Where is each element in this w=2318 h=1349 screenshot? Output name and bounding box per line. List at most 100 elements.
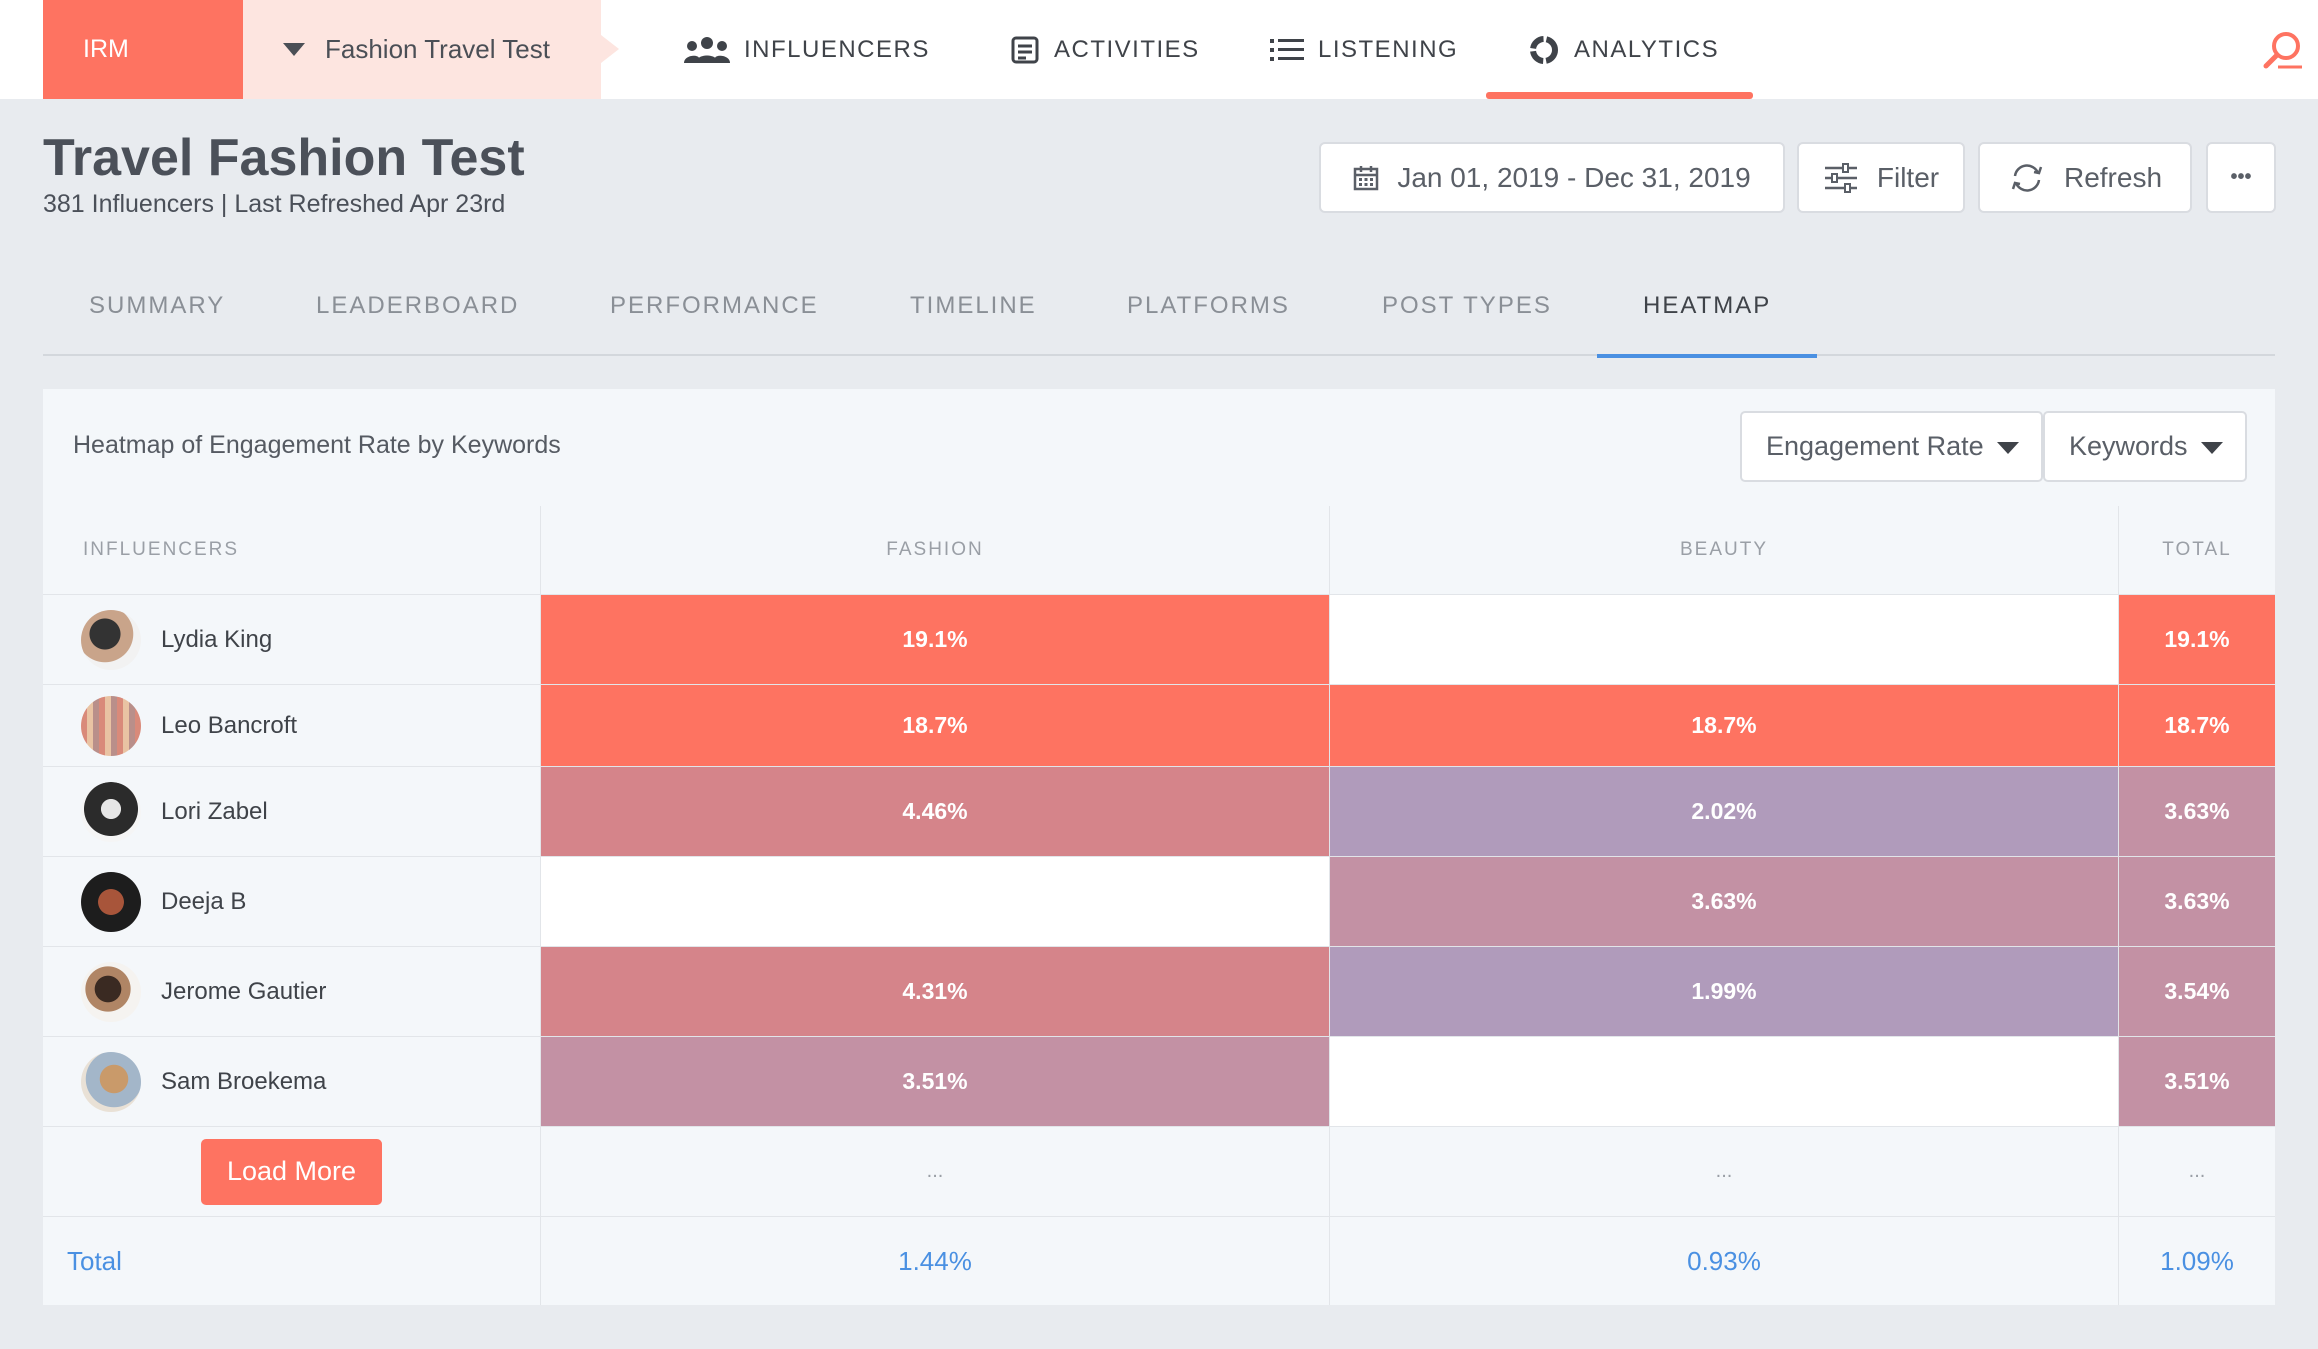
avatar <box>81 1051 141 1112</box>
people-icon <box>684 36 730 63</box>
avatar <box>81 609 141 670</box>
table-header: INFLUENCERS FASHION BEAUTY TOTAL <box>43 506 2275 595</box>
avatar <box>81 695 141 756</box>
table-row: Sam Broekema 3.51% 3.51% <box>43 1037 2275 1127</box>
sliders-icon <box>1824 162 1857 193</box>
totals-row: Total 1.44% 0.93% 1.09% <box>43 1217 2275 1305</box>
tab-platforms[interactable]: PLATFORMS <box>1127 292 1290 319</box>
ellipsis: ... <box>1330 1127 2119 1216</box>
heat-cell-beauty <box>1330 595 2119 684</box>
avatar <box>81 781 141 842</box>
filter-label: Filter <box>1876 161 1940 193</box>
project-name: Fashion Travel Test <box>325 34 550 64</box>
heat-cell-total: 3.54% <box>2119 947 2275 1036</box>
total-fashion: 1.44% <box>541 1217 1330 1305</box>
table-row: Lydia King 19.1% 19.1% <box>43 595 2275 685</box>
caret-down-icon <box>2201 442 2223 454</box>
column-header-fashion[interactable]: FASHION <box>541 506 1330 594</box>
nav-item-influencers[interactable]: INFLUENCERS <box>684 0 930 99</box>
totals-label: Total <box>43 1217 541 1305</box>
heat-cell-fashion <box>541 857 1330 946</box>
filter-button[interactable]: Filter <box>1797 142 1965 213</box>
calendar-icon <box>1354 165 1379 190</box>
heat-cell-total: 19.1% <box>2119 595 2275 684</box>
ellipsis: ... <box>541 1127 1330 1216</box>
heat-cell-fashion: 3.51% <box>541 1037 1330 1126</box>
refresh-button[interactable]: Refresh <box>1978 142 2192 213</box>
table-row: Leo Bancroft 18.7% 18.7% 18.7% <box>43 685 2275 767</box>
influencer-cell[interactable]: Deeja B <box>43 857 541 946</box>
tab-heatmap[interactable]: HEATMAP <box>1596 256 1818 358</box>
nav-item-label: ANALYTICS <box>1574 35 1720 63</box>
more-icon: ••• <box>2230 166 2252 188</box>
page-title: Travel Fashion Test <box>43 129 525 187</box>
nav-item-activities[interactable]: ACTIVITIES <box>1010 0 1200 99</box>
heat-cell-fashion: 18.7% <box>541 685 1330 766</box>
metric-select-value: Engagement Rate <box>1766 431 1984 461</box>
date-range-label: Jan 01, 2019 - Dec 31, 2019 <box>1397 161 1751 193</box>
heat-cell-total: 18.7% <box>2119 685 2275 766</box>
column-header-beauty[interactable]: BEAUTY <box>1330 506 2119 594</box>
refresh-icon <box>2011 163 2043 192</box>
load-more-cell: Load More <box>43 1127 541 1216</box>
avatar <box>81 961 141 1022</box>
heatmap-panel: Heatmap of Engagement Rate by Keywords E… <box>43 389 2275 1305</box>
brand-logo[interactable]: IRM <box>43 0 263 99</box>
dimension-select[interactable]: Keywords <box>2043 411 2247 482</box>
influencer-name: Lydia King <box>161 625 273 653</box>
dimension-select-value: Keywords <box>2069 431 2188 461</box>
heatmap-title: Heatmap of Engagement Rate by Keywords <box>73 431 561 459</box>
nav-item-label: LISTENING <box>1318 35 1459 63</box>
heat-cell-beauty: 3.63% <box>1330 857 2119 946</box>
influencer-name: Sam Broekema <box>161 1067 327 1095</box>
tab-post-types[interactable]: POST TYPES <box>1382 292 1552 319</box>
heat-cell-total: 3.63% <box>2119 857 2275 946</box>
search-icon[interactable] <box>2262 30 2304 72</box>
influencer-name: Jerome Gautier <box>161 977 327 1005</box>
analytics-ring-icon <box>1530 35 1558 64</box>
document-icon <box>1011 36 1039 63</box>
metric-select[interactable]: Engagement Rate <box>1740 411 2043 482</box>
tab-leaderboard[interactable]: LEADERBOARD <box>316 292 520 319</box>
more-options-button[interactable]: ••• <box>2206 142 2276 213</box>
nav-item-analytics[interactable]: ANALYTICS <box>1485 0 1754 99</box>
total-overall: 1.09% <box>2160 1245 2234 1276</box>
date-range-picker[interactable]: Jan 01, 2019 - Dec 31, 2019 <box>1319 142 1785 213</box>
heat-cell-fashion: 19.1% <box>541 595 1330 684</box>
column-header-influencers: INFLUENCERS <box>43 506 541 594</box>
heat-cell-total: 3.51% <box>2119 1037 2275 1126</box>
influencer-cell[interactable]: Leo Bancroft <box>43 685 541 766</box>
total-beauty: 0.93% <box>1330 1217 2119 1305</box>
brand-label: IRM <box>83 35 129 63</box>
influencer-name: Deeja B <box>161 887 247 915</box>
influencer-name: Lori Zabel <box>161 797 268 825</box>
influencer-cell[interactable]: Sam Broekema <box>43 1037 541 1126</box>
project-switcher[interactable]: Fashion Travel Test <box>243 0 619 99</box>
influencer-name: Leo Bancroft <box>161 711 298 739</box>
column-header-total[interactable]: TOTAL <box>2162 539 2232 560</box>
table-row: Lori Zabel 4.46% 2.02% 3.63% <box>43 767 2275 857</box>
ellipsis: ... <box>2188 1160 2206 1182</box>
load-more-button[interactable]: Load More <box>201 1138 382 1205</box>
avatar <box>81 871 141 932</box>
refresh-label: Refresh <box>2063 161 2163 193</box>
nav-item-label: ACTIVITIES <box>1054 35 1200 63</box>
tab-timeline[interactable]: TIMELINE <box>910 292 1037 319</box>
analytics-tabs: SUMMARY LEADERBOARD PERFORMANCE TIMELINE… <box>43 256 2275 358</box>
influencer-cell[interactable]: Lori Zabel <box>43 767 541 856</box>
heat-cell-beauty: 18.7% <box>1330 685 2119 766</box>
tab-performance[interactable]: PERFORMANCE <box>610 292 819 319</box>
page-subtitle: 381 Influencers | Last Refreshed Apr 23r… <box>43 190 506 218</box>
table-row: Deeja B 3.63% 3.63% <box>43 857 2275 947</box>
top-navigation: IRM Fashion Travel Test INFLUENCERS ACTI… <box>0 0 2318 99</box>
nav-item-listening[interactable]: LISTENING <box>1270 0 1458 99</box>
heat-cell-fashion: 4.31% <box>541 947 1330 1036</box>
table-row: Jerome Gautier 4.31% 1.99% 3.54% <box>43 947 2275 1037</box>
influencer-cell[interactable]: Lydia King <box>43 595 541 684</box>
influencer-cell[interactable]: Jerome Gautier <box>43 947 541 1036</box>
heat-cell-total: 3.63% <box>2119 767 2275 856</box>
heat-cell-beauty: 1.99% <box>1330 947 2119 1036</box>
caret-down-icon <box>1997 442 2019 454</box>
heat-cell-fashion: 4.46% <box>541 767 1330 856</box>
tab-summary[interactable]: SUMMARY <box>89 292 226 319</box>
